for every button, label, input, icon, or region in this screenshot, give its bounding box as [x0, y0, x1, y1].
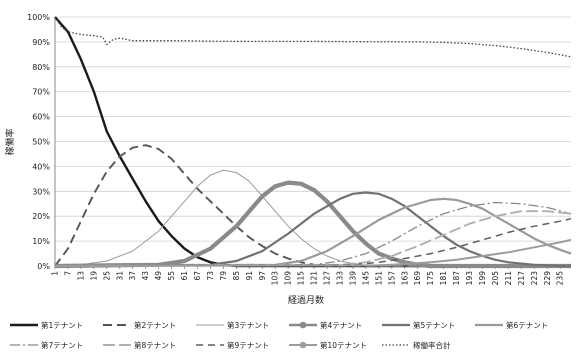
y-tick-label: 80%	[32, 63, 50, 72]
x-tick-label: 115	[297, 271, 306, 286]
series-line-4	[54, 180, 571, 269]
x-tick-label: 205	[491, 271, 500, 286]
x-tick-label: 193	[465, 271, 474, 286]
series-line-3	[54, 169, 571, 267]
x-tick-label: 1	[51, 271, 60, 276]
y-tick-label: 10%	[32, 237, 50, 246]
y-tick-label: 20%	[32, 212, 50, 221]
x-axis-title: 経過月数	[288, 294, 324, 306]
y-tick-label: 40%	[32, 162, 50, 171]
x-axis-tick-labels: 1 7 13 19 25 31 37 43 49 55 61 67 73 79 85 91 97 103 109 11…	[51, 266, 565, 285]
y-axis-title: 稼働率	[4, 128, 16, 155]
x-tick-label: 31	[115, 271, 124, 281]
x-tick-label: 127	[323, 271, 332, 286]
legend-label: 稼働率合計	[413, 340, 451, 350]
x-tick-label: 169	[413, 271, 422, 286]
series-line-11	[54, 16, 572, 58]
x-tick-label: 13	[76, 271, 85, 281]
x-tick-label: 91	[245, 271, 254, 281]
legend: 第1テナント 第2テナント 第3テナント 第4テナント 第5テナント 第6テナント第7テナ…	[10, 320, 548, 350]
x-tick-label: 19	[89, 271, 98, 281]
series-line-7	[54, 201, 572, 267]
legend-label: 第4テナント	[320, 320, 362, 330]
x-tick-label: 235	[556, 271, 565, 286]
x-tick-label: 187	[452, 271, 461, 286]
y-tick-label: 100%	[27, 13, 50, 22]
x-tick-label: 85	[232, 271, 241, 281]
x-tick-label: 157	[387, 271, 396, 286]
series-line-10	[54, 238, 572, 267]
x-tick-label: 61	[180, 271, 189, 281]
x-tick-label: 133	[335, 271, 344, 286]
x-tick-label: 103	[271, 271, 280, 286]
x-tick-label: 67	[193, 271, 202, 281]
x-tick-label: 49	[154, 271, 163, 281]
x-tick-label: 25	[102, 271, 111, 281]
legend-label: 第9テナント	[227, 340, 269, 350]
x-tick-label: 55	[167, 271, 176, 281]
series-line-6	[54, 197, 572, 268]
x-tick-label: 163	[400, 271, 409, 286]
x-tick-label: 145	[361, 271, 370, 286]
legend-label: 第2テナント	[134, 320, 176, 330]
series-line-5	[54, 191, 571, 268]
legend-label: 第6テナント	[506, 320, 548, 330]
gridlines	[55, 16, 571, 242]
series-line-8	[54, 210, 572, 267]
series-lines	[54, 16, 572, 269]
x-tick-label: 199	[478, 271, 487, 286]
x-tick-label: 223	[530, 271, 539, 286]
x-tick-label: 109	[284, 271, 293, 286]
x-tick-label: 97	[258, 271, 267, 281]
x-tick-label: 229	[543, 271, 552, 286]
x-tick-label: 121	[310, 271, 319, 286]
y-tick-label: 50%	[32, 138, 50, 147]
legend-label: 第10テナント	[320, 340, 367, 350]
x-tick-label: 73	[206, 271, 215, 281]
x-tick-label: 217	[517, 271, 526, 286]
x-tick-label: 37	[128, 271, 137, 281]
legend-label: 第8テナント	[134, 340, 176, 350]
x-tick-label: 211	[504, 271, 513, 286]
x-tick-label: 79	[219, 271, 228, 281]
y-tick-label: 70%	[32, 88, 50, 97]
y-tick-label: 0%	[37, 262, 50, 271]
legend-marker	[299, 341, 307, 349]
y-tick-label: 90%	[32, 38, 50, 47]
x-tick-label: 7	[63, 271, 72, 276]
y-axis-tick-labels: 0% 10% 20% 30% 40% 50% 60% 70% 80% 90% 100%	[27, 13, 50, 271]
series-line-2	[54, 144, 571, 267]
x-tick-label: 181	[439, 271, 448, 286]
legend-marker	[299, 321, 307, 329]
x-tick-label: 43	[141, 271, 150, 281]
x-tick-label: 139	[348, 271, 357, 286]
y-tick-label: 30%	[32, 187, 50, 196]
legend-label: 第5テナント	[413, 320, 455, 330]
x-tick-label: 175	[426, 271, 435, 286]
x-tick-label: 151	[374, 271, 383, 286]
legend-label: 第7テナント	[41, 340, 83, 350]
series-line-9	[54, 217, 572, 267]
legend-label: 第1テナント	[41, 320, 83, 330]
legend-label: 第3テナント	[227, 320, 269, 330]
y-tick-label: 60%	[32, 113, 50, 122]
